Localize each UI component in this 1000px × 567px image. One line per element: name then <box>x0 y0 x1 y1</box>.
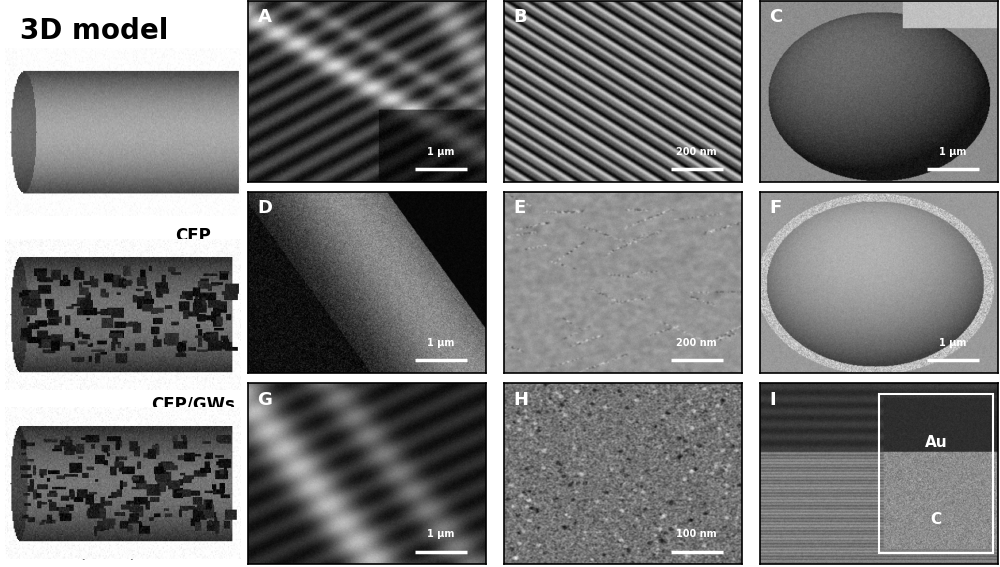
Text: 1 μm: 1 μm <box>427 529 454 539</box>
Text: CFP/GWs: CFP/GWs <box>151 396 235 414</box>
Text: Au: Au <box>925 434 947 450</box>
Text: B: B <box>514 9 527 27</box>
Text: 1 μm: 1 μm <box>427 338 454 348</box>
Text: 1 μm: 1 μm <box>427 147 454 156</box>
Text: E: E <box>514 200 526 218</box>
Text: C: C <box>770 9 783 27</box>
Text: 100 nm: 100 nm <box>676 529 717 539</box>
Text: CFP/GWs/AuNPs: CFP/GWs/AuNPs <box>47 543 198 561</box>
Text: 1 μm: 1 μm <box>939 338 966 348</box>
Text: G: G <box>258 391 272 409</box>
Text: I: I <box>770 391 776 409</box>
Bar <box>879 394 993 553</box>
Text: 200 nm: 200 nm <box>676 147 717 156</box>
Text: CFP: CFP <box>175 227 211 246</box>
Text: C: C <box>931 513 942 527</box>
Text: 200 nm: 200 nm <box>676 338 717 348</box>
Text: F: F <box>770 200 782 218</box>
Text: 3D model: 3D model <box>20 17 168 45</box>
Text: 1 μm: 1 μm <box>939 147 966 156</box>
Text: D: D <box>258 200 273 218</box>
Text: A: A <box>258 9 271 27</box>
Text: H: H <box>514 391 529 409</box>
